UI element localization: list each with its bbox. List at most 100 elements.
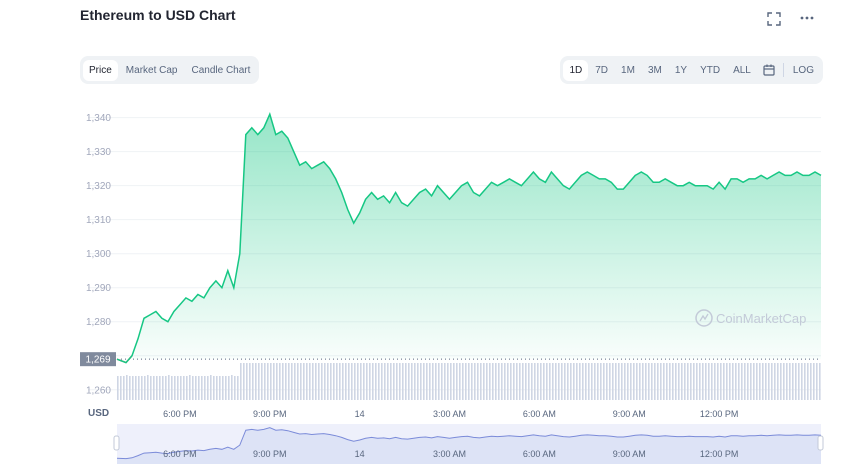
volume-bar (294, 363, 296, 400)
volume-bar (609, 363, 611, 400)
volume-bar (162, 376, 164, 400)
range-1m-button[interactable]: 1M (621, 64, 635, 76)
volume-bar (228, 376, 230, 400)
volume-bar (171, 376, 173, 400)
range-ytd-button[interactable]: YTD (700, 64, 721, 76)
volume-bar (210, 375, 212, 400)
volume-bar (297, 363, 299, 400)
volume-bar (249, 363, 251, 400)
tab-market-cap[interactable]: Market Cap (125, 64, 178, 76)
volume-bar (405, 363, 407, 400)
calendar-icon[interactable] (758, 64, 780, 76)
navigator-area (117, 427, 821, 464)
volume-bar (369, 363, 371, 400)
volume-bar (285, 363, 287, 400)
volume-bar (441, 363, 443, 400)
x-tick-label: 3:00 AM (433, 409, 466, 419)
volume-bar (615, 363, 617, 400)
below-reference-segment (116, 355, 133, 364)
volume-bar (135, 376, 137, 400)
volume-bar (801, 363, 803, 400)
log-scale-button[interactable]: LOG (792, 64, 814, 76)
volume-bar (774, 363, 776, 400)
volume-bar (384, 363, 386, 400)
volume-bar (372, 363, 374, 400)
volume-bar (132, 376, 134, 400)
volume-bar (150, 376, 152, 400)
volume-bar (627, 363, 629, 400)
volume-bar (375, 363, 377, 400)
volume-bar (324, 363, 326, 400)
volume-bar (696, 363, 698, 400)
range-divider (782, 63, 784, 77)
volume-bar (123, 376, 125, 400)
volume-bar (501, 363, 503, 400)
volume-bar (252, 363, 254, 400)
volume-bar (735, 363, 737, 400)
volume-bar (537, 363, 539, 400)
volume-bar (672, 363, 674, 400)
volume-bar (309, 363, 311, 400)
fullscreen-icon[interactable] (767, 12, 781, 29)
volume-bar (315, 363, 317, 400)
currency-label: USD (88, 408, 109, 419)
volume-bar (732, 363, 734, 400)
volume-bar (387, 363, 389, 400)
y-tick-label: 1,260 (86, 385, 111, 396)
volume-bar (408, 363, 410, 400)
volume-bar (159, 376, 161, 400)
range-1d-button[interactable]: 1D (563, 59, 589, 81)
volume-bar (201, 376, 203, 400)
navigator-tick-label: 9:00 PM (253, 449, 287, 459)
volume-bar (468, 363, 470, 400)
navigator-tick-label: 9:00 AM (613, 449, 646, 459)
volume-bar (708, 363, 710, 400)
volume-bar (354, 363, 356, 400)
range-1y-button[interactable]: 1Y (674, 64, 688, 76)
volume-bar (390, 363, 392, 400)
volume-bar (645, 363, 647, 400)
x-tick-label: 6:00 PM (163, 409, 197, 419)
volume-bar (639, 363, 641, 400)
navigator-window (117, 424, 821, 464)
volume-bar (684, 363, 686, 400)
volume-bar (519, 363, 521, 400)
volume-bar (552, 363, 554, 400)
range-3m-button[interactable]: 3M (647, 64, 662, 76)
volume-bar (600, 363, 602, 400)
volume-bar (810, 363, 812, 400)
volume-bar (540, 363, 542, 400)
x-tick-label: 14 (355, 409, 365, 419)
volume-bars (117, 363, 821, 400)
volume-bar (318, 363, 320, 400)
more-horizontal-icon[interactable] (799, 10, 815, 27)
volume-bar (720, 363, 722, 400)
volume-bar (624, 363, 626, 400)
volume-bar (606, 363, 608, 400)
volume-bar (447, 363, 449, 400)
volume-bar (438, 363, 440, 400)
volume-bar (618, 363, 620, 400)
tab-price[interactable]: Price (83, 59, 118, 81)
volume-bar (588, 363, 590, 400)
volume-bar (702, 363, 704, 400)
y-tick-label: 1,280 (86, 317, 111, 328)
volume-bar (168, 375, 170, 400)
tab-candle-chart[interactable]: Candle Chart (191, 64, 251, 76)
volume-bar (459, 363, 461, 400)
x-tick-label: 6:00 AM (523, 409, 556, 419)
range-all-button[interactable]: ALL (733, 64, 751, 76)
volume-bar (603, 363, 605, 400)
range-7d-button[interactable]: 7D (595, 64, 609, 76)
volume-bar (198, 376, 200, 400)
volume-bar (585, 363, 587, 400)
volume-bar (612, 363, 614, 400)
volume-bar (642, 363, 644, 400)
navigator-tick-label: 12:00 PM (700, 449, 739, 459)
volume-bar (399, 363, 401, 400)
price-line (116, 112, 822, 364)
volume-bar (729, 363, 731, 400)
volume-bar (573, 363, 575, 400)
volume-bar (693, 363, 695, 400)
volume-bar (549, 363, 551, 400)
